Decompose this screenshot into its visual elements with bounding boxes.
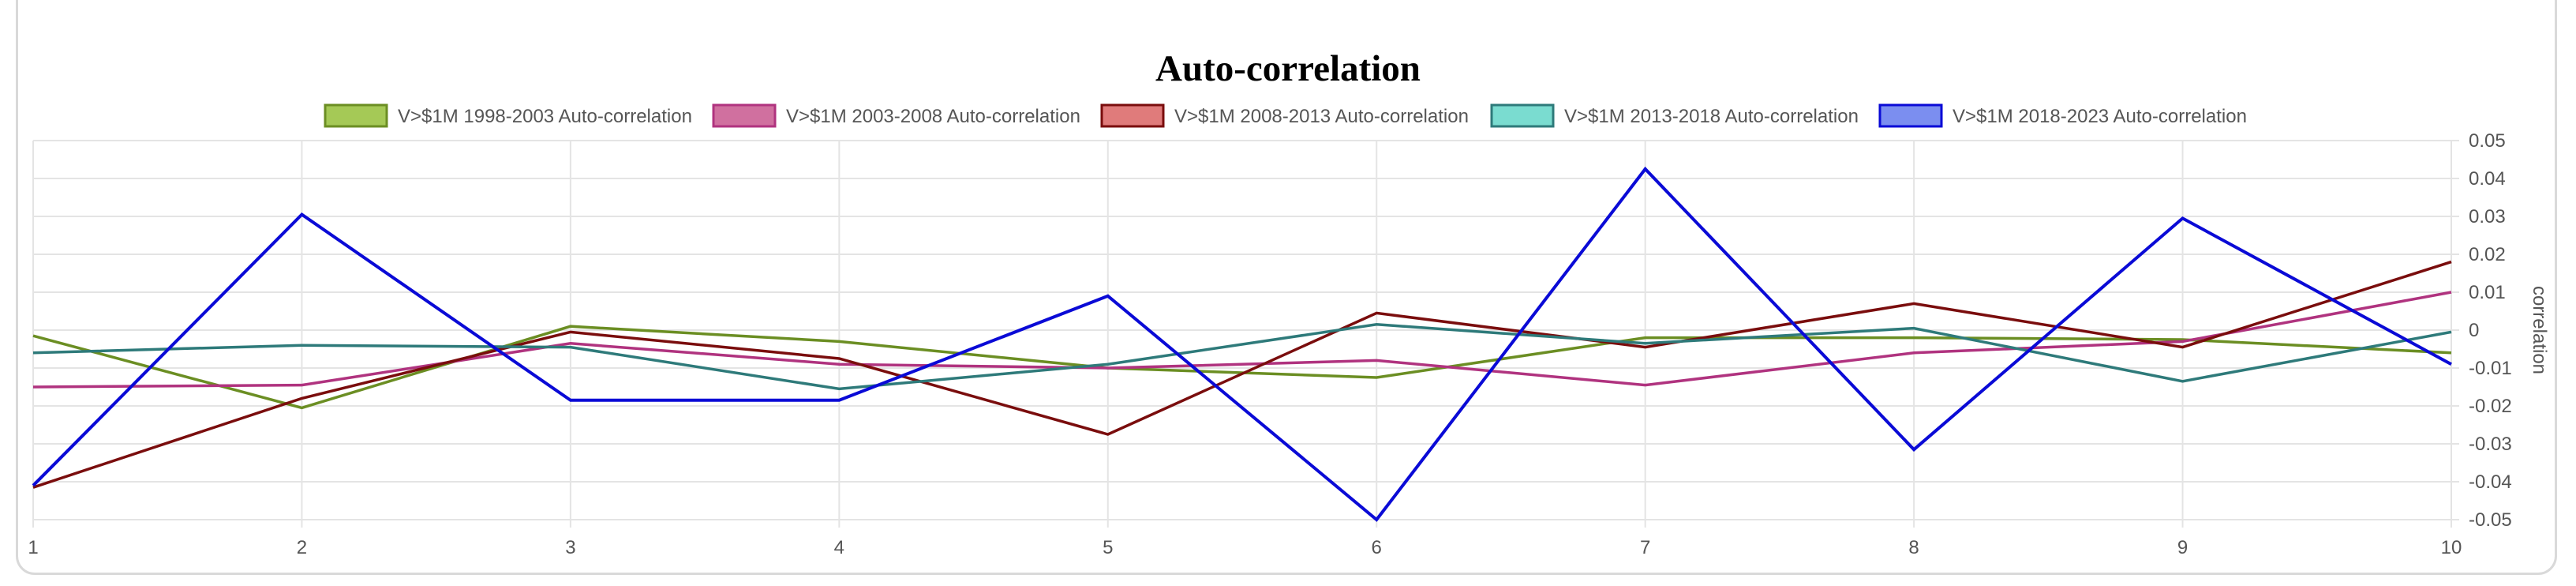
y-tick-label: -0.04 [2469, 471, 2512, 493]
x-tick-label: 5 [1103, 537, 1113, 558]
series-line-5[interactable] [32, 166, 2452, 522]
legend-swatch[interactable] [1878, 103, 1943, 128]
legend-label[interactable]: V>$1M 2013-2018 Auto-correlation [1564, 106, 1859, 127]
legend-label[interactable]: V>$1M 2018-2023 Auto-correlation [1953, 106, 2247, 127]
x-tick-label: 8 [1908, 537, 1919, 558]
series-line-3[interactable] [32, 260, 2452, 489]
legend-label[interactable]: V>$1M 1998-2003 Auto-correlation [398, 106, 692, 127]
y-tick-label: 0.01 [2469, 282, 2506, 303]
y-axis: 0.05 0.04 0.03 0.02 0.01 0 -0.01 -0.02 -0.03 -0.0… [2469, 130, 2512, 531]
legend-label[interactable]: V>$1M 2003-2008 Auto-correlation [786, 106, 1080, 127]
y-tick-label: 0.05 [2469, 130, 2506, 152]
x-axis: 1 2 3 4 5 6 7 8 9 10 [28, 537, 2462, 558]
y-tick-label: 0.04 [2469, 168, 2506, 190]
legend-swatch[interactable] [324, 103, 388, 128]
y-axis-title: correlation [2529, 286, 2550, 374]
legend: V>$1M 1998-2003 Auto-correlation V>$1M 20… [324, 103, 2247, 128]
series-line-4[interactable] [32, 323, 2452, 391]
legend-swatch[interactable] [1100, 103, 1165, 128]
y-tick-label: -0.05 [2469, 509, 2512, 531]
x-tick-label: 9 [2177, 537, 2188, 558]
series-line-1[interactable] [32, 325, 2452, 410]
y-tick-label: 0.02 [2469, 244, 2506, 265]
x-tick-label: 7 [1640, 537, 1650, 558]
y-tick-label: -0.01 [2469, 358, 2512, 379]
chart-card [16, 0, 2557, 575]
x-tick-label: 6 [1372, 537, 1382, 558]
x-tick-label: 10 [2441, 537, 2462, 558]
x-tick-label: 3 [565, 537, 575, 558]
series-lines [32, 166, 2452, 522]
x-tick-label: 1 [28, 537, 38, 558]
y-tick-label: -0.02 [2469, 396, 2512, 417]
legend-label[interactable]: V>$1M 2008-2013 Auto-correlation [1174, 106, 1469, 127]
legend-swatch[interactable] [712, 103, 777, 128]
x-tick-label: 4 [834, 537, 844, 558]
y-tick-label: -0.03 [2469, 434, 2512, 455]
chart-title: Auto-correlation [1155, 48, 1421, 89]
x-tick-label: 2 [297, 537, 307, 558]
y-tick-label: 0.03 [2469, 206, 2506, 227]
legend-swatch[interactable] [1490, 103, 1555, 128]
y-tick-label: 0 [2469, 320, 2479, 341]
grid [32, 140, 2459, 528]
